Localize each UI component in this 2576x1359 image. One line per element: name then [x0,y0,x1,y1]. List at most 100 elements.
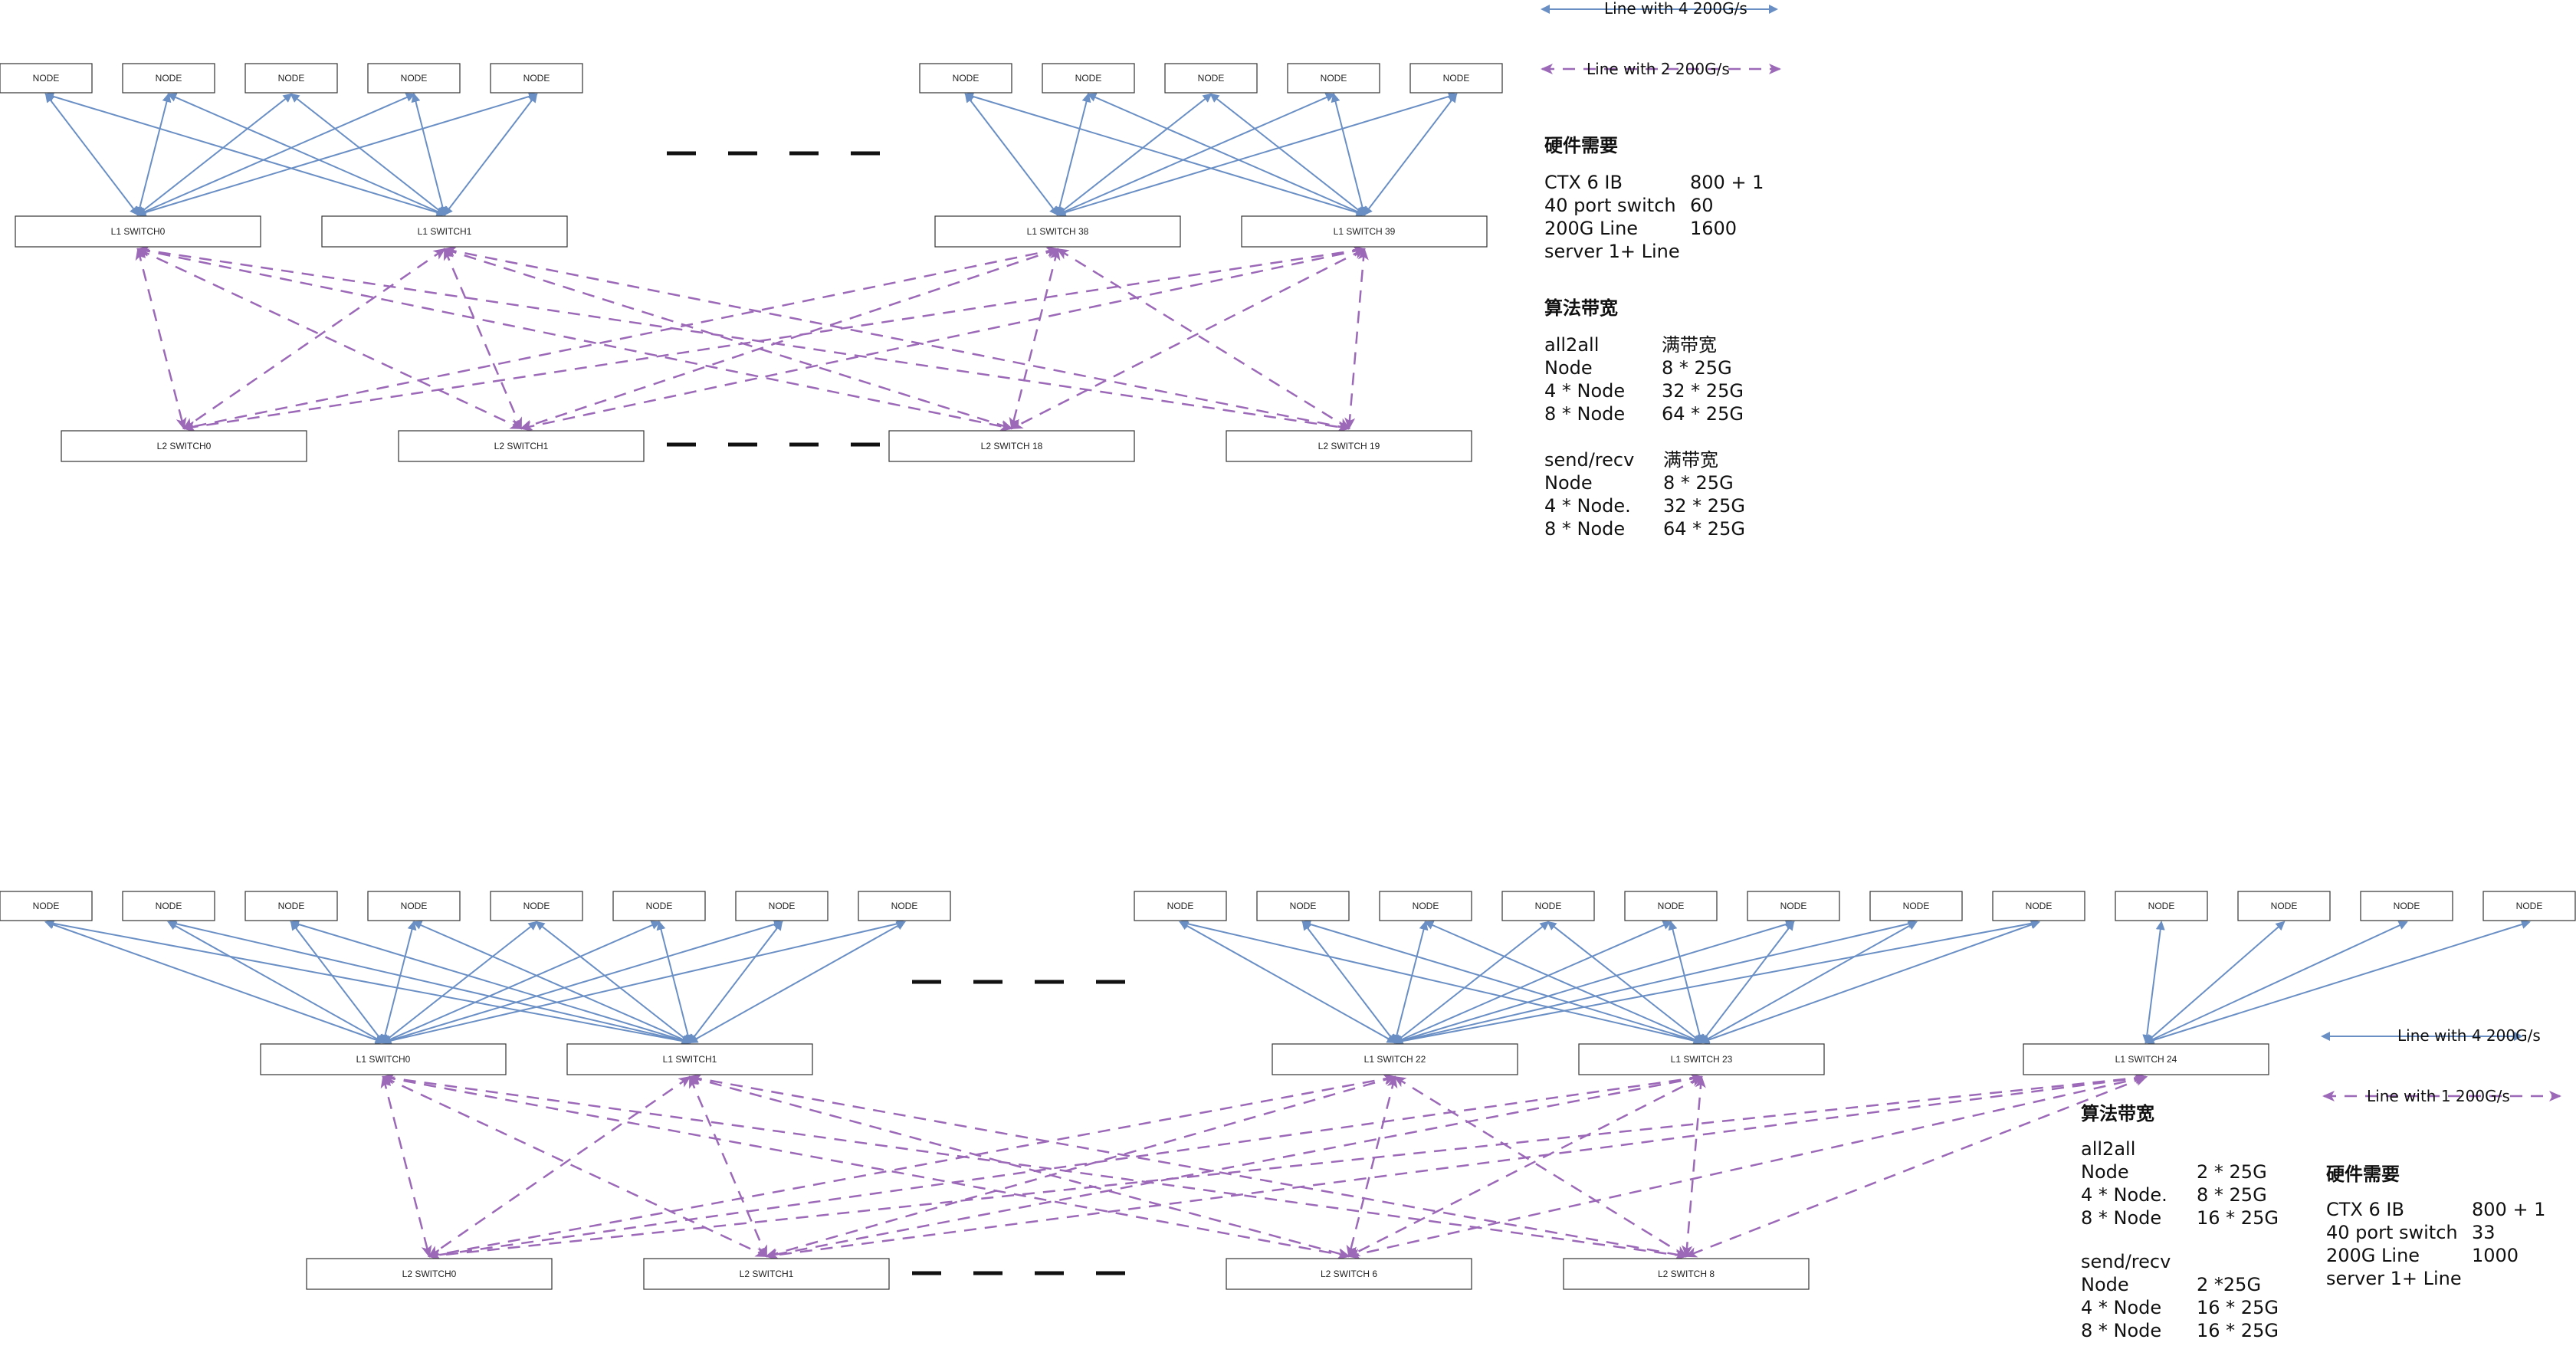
l2-switch-box: L2 SWITCH 6 [1226,1258,1472,1290]
all2all-row-key: Node [2081,1161,2129,1183]
node-box-label: NODE [1198,73,1225,84]
l1-l2-link [135,248,187,430]
node-box: NODE [122,891,215,921]
node-l1-link [656,921,693,1044]
l1-switch-box-rect [321,215,568,248]
node-box-label: NODE [1443,73,1470,84]
l2-switch-box-label: L2 SWITCH1 [494,441,549,451]
node-box-rect [1624,891,1718,921]
sendrecv-row-key: send/recv [2081,1251,2171,1272]
node-l1-link [44,920,385,1045]
node-l1-link [1393,918,2040,1046]
legend-purple-label: Line with 1 200G/s [2367,1087,2510,1105]
hardware-row-value: 1600 [1690,218,1737,239]
hardware-row-value: 60 [1690,195,1714,216]
node-box-rect [2360,891,2453,921]
sendrecv-row-value: 32 * 25G [1663,495,1745,517]
node-l1-link [290,93,446,216]
node-box-label: NODE [156,73,182,84]
l2-switch-box-label: L2 SWITCH 6 [1321,1269,1377,1279]
all2all-row-key: all2all [1544,334,1599,356]
node-box-label: NODE [33,901,60,911]
node-box: NODE [122,63,215,94]
l2-switch-box-label: L2 SWITCH 18 [981,441,1043,451]
legend-blue-label: Line with 4 200G/s [2397,1026,2541,1045]
l1-switch-box: L1 SWITCH0 [260,1043,507,1075]
all2all-row-key: Node [1544,357,1593,379]
algo-bandwidth-title: 算法带宽 [1544,297,1618,319]
l1-switch-box: L1 SWITCH 24 [2023,1043,2269,1075]
node-l1-link [688,921,783,1044]
legend-purple-label: Line with 2 200G/s [1587,60,1730,78]
l1-l2-link [182,245,1366,432]
node-box-rect [1501,891,1595,921]
node-box-label: NODE [33,73,60,84]
node-l1-link [1668,921,1705,1044]
l2-switch-box-rect [61,430,307,462]
node-box-label: NODE [1290,901,1317,911]
node-box: NODE [1134,891,1227,921]
node-l1-link [411,93,448,216]
l2-switch-box-rect [643,1258,890,1290]
l1-l2-link [1056,248,1350,430]
l1-l2-link [765,1075,1396,1259]
node-box: NODE [2237,891,2331,921]
sendrecv-row-key: 4 * Node. [1544,495,1631,517]
l1-switch-box: L1 SWITCH 23 [1578,1043,1825,1075]
l1-l2-link [520,246,1366,432]
l1-switch-box-rect [1272,1043,1518,1075]
node-l1-link [1055,93,1091,216]
l1-l2-link [765,1073,1703,1260]
node-box-rect [122,63,215,94]
l1-l2-link [1346,1075,1398,1258]
l1-l2-link [428,1073,1703,1260]
l1-l2-link [136,245,1013,432]
node-box: NODE [1042,63,1135,94]
node-box-rect [858,891,951,921]
node-box-rect [1256,891,1350,921]
node-box-label: NODE [1321,73,1347,84]
l1-switch-box: L1 SWITCH0 [15,215,261,248]
node-l1-link [382,919,906,1046]
node-box-rect [612,891,706,921]
node-box: NODE [2115,891,2208,921]
node-box-rect [367,891,461,921]
all2all-row-value: 满带宽 [1662,334,1717,356]
l1-l2-link [443,248,523,430]
node-l1-link [44,92,446,217]
node-l1-link [1087,93,1366,216]
node-l1-link [1331,93,1367,216]
node-l1-link [1393,919,1918,1046]
node-box-label: NODE [278,73,305,84]
node-l1-link [380,921,417,1044]
l1-l2-link [380,1075,432,1258]
node-box: NODE [612,891,706,921]
node-l1-link [964,93,1059,216]
l2-switch-box-label: L2 SWITCH 19 [1318,441,1380,451]
node-l1-link [167,919,691,1046]
hardware-row-key: 40 port switch [1544,195,1676,216]
node-box-label: NODE [646,901,673,911]
node-l1-link [1392,921,1429,1044]
node-box: NODE [1992,891,2085,921]
node-box-label: NODE [1075,73,1102,84]
hardware-row-key: CTX 6 IB [1544,172,1623,193]
node-box: NODE [0,891,93,921]
hardware-row-key: CTX 6 IB [2326,1199,2404,1220]
sendrecv-row-key: 4 * Node [2081,1297,2161,1318]
hardware-row-value: 800 + 1 [2472,1199,2545,1220]
l2-switch-box: L2 SWITCH1 [643,1258,890,1290]
l2-switch-box-label: L2 SWITCH0 [402,1269,457,1279]
all2all-row-value: 2 * 25G [2197,1161,2267,1183]
all2all-row-key: all2all [2081,1138,2135,1160]
node-l1-link [2142,921,2165,1044]
l1-switch-box-label: L1 SWITCH1 [663,1054,717,1065]
node-box-label: NODE [1903,901,1930,911]
node-box: NODE [735,891,829,921]
node-box-label: NODE [1413,901,1439,911]
l2-switch-box-rect [1563,1258,1810,1290]
hardware-row-key: 200G Line [1544,218,1638,239]
l1-switch-box-label: L1 SWITCH1 [418,226,472,237]
node-box-label: NODE [1780,901,1807,911]
node-box: NODE [1501,891,1595,921]
